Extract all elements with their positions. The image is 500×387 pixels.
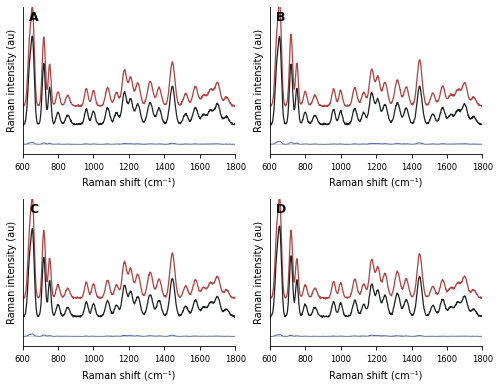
Y-axis label: Raman intensity (au): Raman intensity (au)	[7, 221, 17, 324]
X-axis label: Raman shift (cm⁻¹): Raman shift (cm⁻¹)	[82, 370, 176, 380]
Text: D: D	[276, 204, 286, 216]
X-axis label: Raman shift (cm⁻¹): Raman shift (cm⁻¹)	[330, 178, 423, 188]
Y-axis label: Raman intensity (au): Raman intensity (au)	[254, 221, 264, 324]
Text: C: C	[29, 204, 38, 216]
Text: B: B	[276, 11, 285, 24]
X-axis label: Raman shift (cm⁻¹): Raman shift (cm⁻¹)	[330, 370, 423, 380]
Y-axis label: Raman intensity (au): Raman intensity (au)	[7, 29, 17, 132]
Y-axis label: Raman intensity (au): Raman intensity (au)	[254, 29, 264, 132]
Text: A: A	[29, 11, 38, 24]
X-axis label: Raman shift (cm⁻¹): Raman shift (cm⁻¹)	[82, 178, 176, 188]
